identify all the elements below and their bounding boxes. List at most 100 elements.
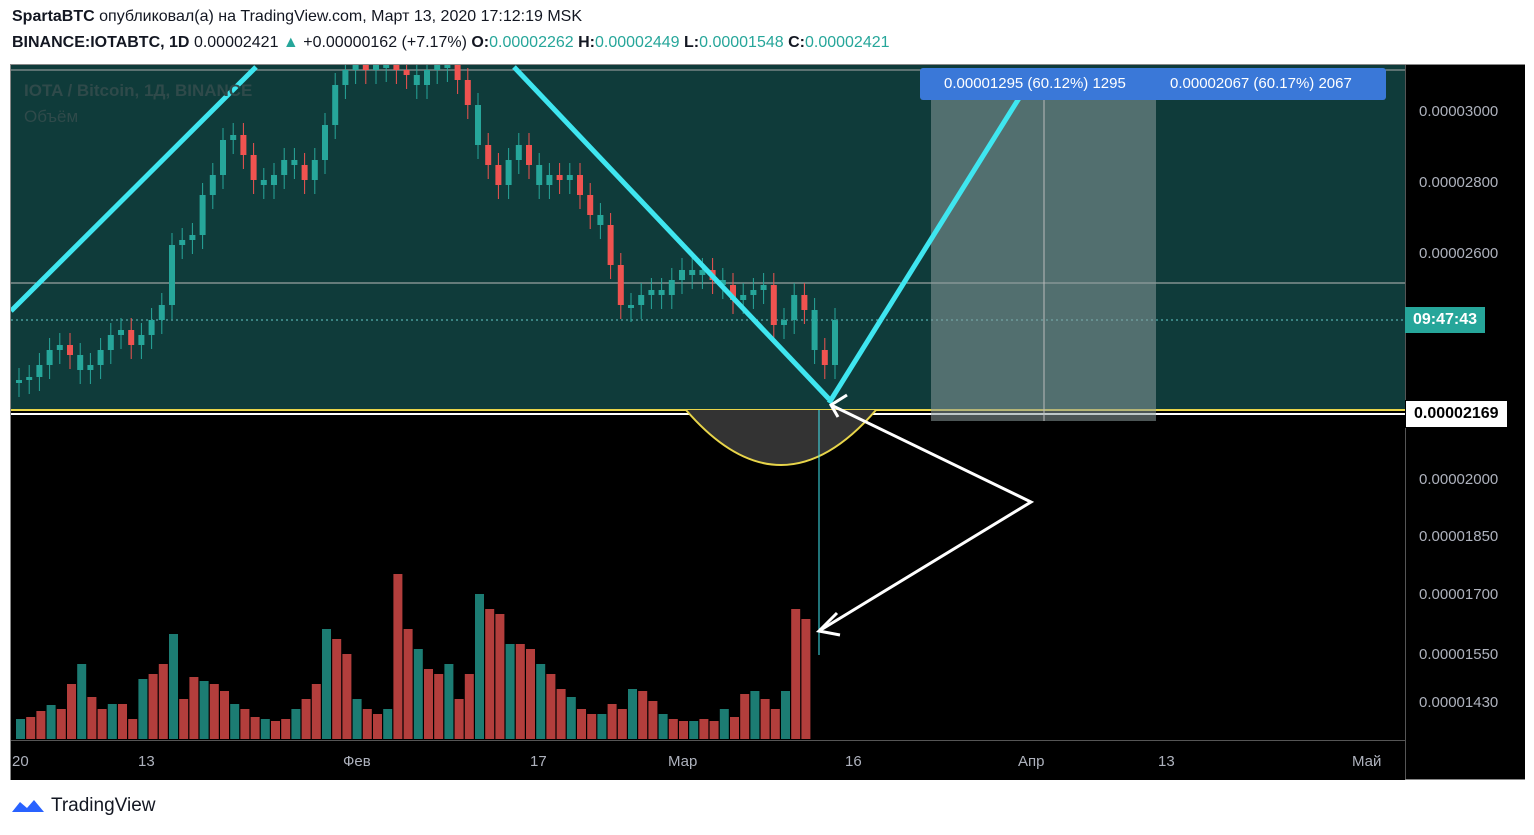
candle: [128, 330, 135, 345]
candle: [230, 135, 237, 140]
candle: [801, 295, 808, 310]
volume-bar: [679, 721, 688, 739]
candle: [434, 65, 441, 70]
volume-bar: [250, 717, 260, 739]
candle: [515, 145, 522, 160]
volume-bar: [311, 684, 321, 739]
volume-bar: [515, 644, 525, 739]
candle: [199, 195, 206, 235]
candle: [362, 65, 369, 70]
high-label: H:: [578, 34, 596, 51]
tradingview-brand[interactable]: TradingView: [10, 795, 156, 817]
volume-bar: [87, 697, 97, 739]
volume-bar: [495, 614, 505, 739]
symbol-label: BINANCE:IOTABTC, 1D: [12, 34, 190, 51]
candle: [393, 65, 400, 70]
volume-bar: [485, 609, 495, 739]
close-label: C:: [788, 34, 805, 51]
candle: [36, 365, 43, 377]
volume-bar: [26, 717, 36, 739]
volume-bar: [689, 721, 699, 739]
cup-shape: [685, 409, 877, 466]
volume-bar: [322, 629, 331, 739]
volume-bar: [352, 699, 362, 739]
candle: [383, 65, 390, 68]
candle: [577, 175, 583, 195]
volume-bar: [199, 681, 209, 739]
volume-bar: [260, 719, 270, 739]
volume-bar: [526, 649, 535, 739]
volume-bar: [628, 689, 637, 739]
volume-bar: [587, 714, 597, 739]
price-tick: 0.00001550: [1419, 646, 1499, 663]
candle: [811, 310, 818, 350]
time-tick: Мар: [668, 753, 698, 770]
arrow-head-top: [828, 393, 848, 418]
volume-bar: [393, 574, 403, 739]
candle: [658, 290, 665, 295]
volume-bar: [791, 609, 801, 739]
candle: [638, 295, 645, 305]
level-badge: 0.00002169: [1405, 400, 1508, 428]
author-name[interactable]: SpartaBTC: [12, 8, 95, 25]
chart-legend-title: IOTA / Bitcoin, 1Д, BINANCE: [24, 81, 253, 100]
candle: [179, 240, 186, 245]
volume-bar: [118, 704, 127, 739]
uptrend-line: [11, 65, 258, 313]
downtrend-line: [512, 65, 831, 401]
candle: [566, 175, 573, 180]
volume-bar: [607, 704, 617, 739]
volume-bar: [648, 701, 658, 739]
measure-label-right: 0.00002067 (60.17%) 2067: [1156, 68, 1386, 100]
volume-bar: [209, 684, 219, 739]
candle: [373, 65, 379, 70]
price-tick: 0.00001700: [1419, 586, 1499, 603]
volume-bar: [16, 719, 25, 739]
volume-bar: [46, 705, 56, 739]
candle: [281, 160, 288, 175]
volume-bar: [362, 709, 372, 739]
volume-bar: [230, 704, 240, 739]
candle: [169, 245, 175, 305]
candle: [240, 135, 247, 155]
candle: [271, 175, 277, 185]
time-axis[interactable]: [11, 740, 1405, 780]
candle: [301, 165, 308, 180]
low-value: 0.00001548: [699, 34, 784, 51]
candle: [87, 365, 94, 370]
arrow-path: [818, 403, 1035, 633]
candle: [770, 285, 777, 325]
volume-bar: [169, 634, 178, 739]
candle: [118, 330, 124, 335]
chart-legend-volume: Объём: [24, 107, 79, 126]
time-tick: Май: [1352, 753, 1382, 770]
volume-bar: [801, 619, 811, 739]
candle: [719, 280, 726, 285]
volume-bar: [760, 699, 770, 739]
volume-bar: [413, 649, 423, 739]
volume-bar: [709, 721, 719, 739]
volume-bar: [77, 664, 87, 739]
candle: [781, 320, 787, 325]
volume-bar: [719, 709, 729, 739]
candle: [189, 235, 196, 240]
candle: [311, 160, 318, 180]
volume-bar: [56, 709, 66, 739]
volume-bar: [740, 694, 750, 739]
time-tick: 13: [1158, 753, 1175, 770]
chart-canvas[interactable]: [11, 65, 1405, 740]
time-tick: Апр: [1018, 753, 1045, 770]
candle: [403, 70, 410, 75]
candle: [77, 355, 84, 370]
candle: [546, 175, 553, 185]
volume-bar: [730, 717, 739, 739]
candle: [332, 85, 339, 125]
volume-bar: [220, 691, 229, 739]
volume-bar: [383, 709, 393, 739]
ohlc-line: BINANCE:IOTABTC, 1D 0.00002421 ▲ +0.0000…: [12, 34, 890, 52]
time-tick: 16: [845, 753, 862, 770]
volume-bar: [189, 677, 199, 739]
volume-bar: [67, 684, 76, 739]
volume-bar: [638, 691, 648, 739]
highlight-zone: [11, 65, 1405, 410]
